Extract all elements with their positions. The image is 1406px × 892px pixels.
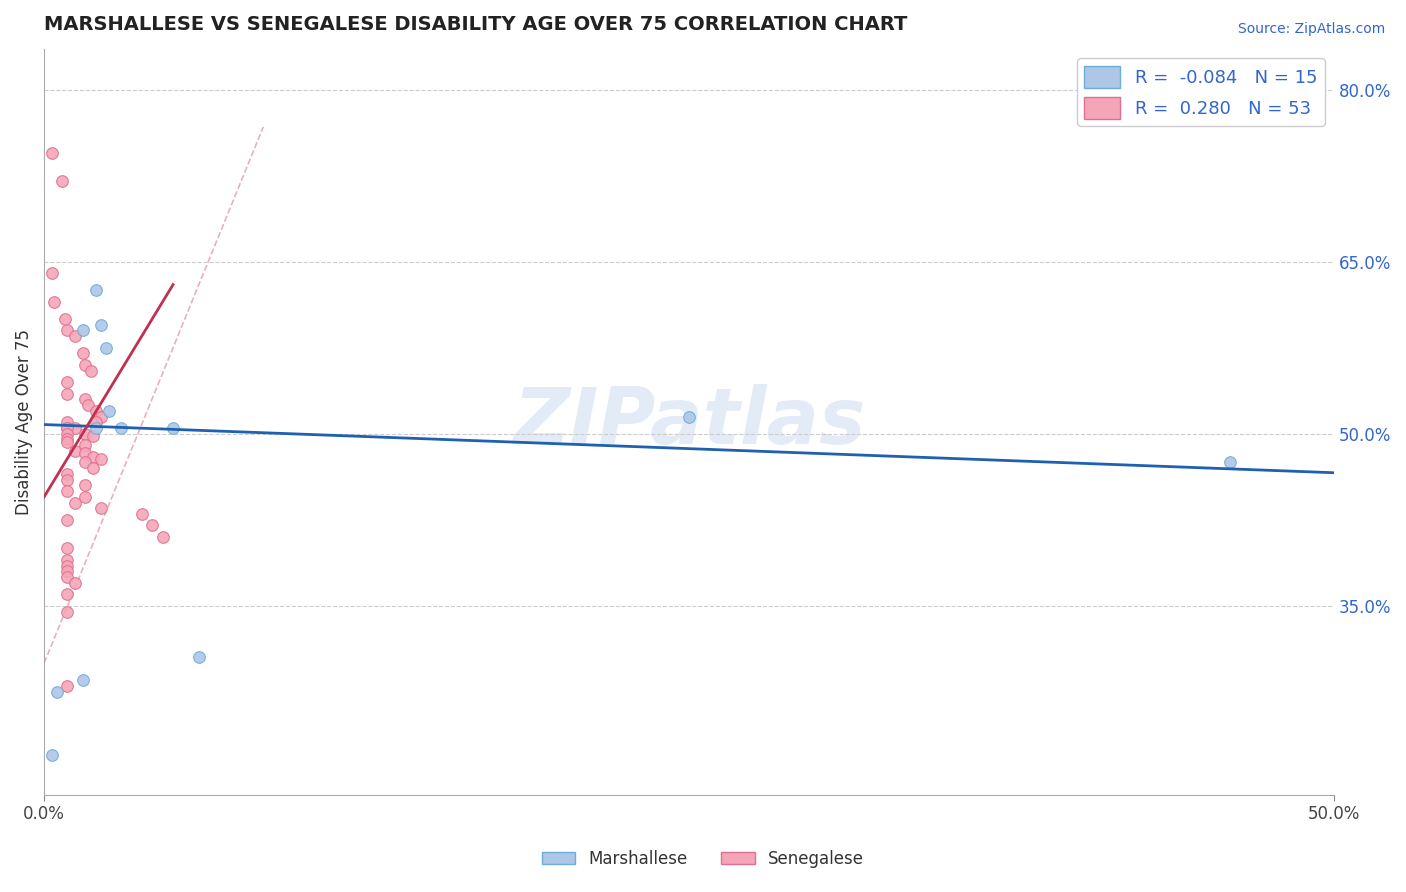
Point: [56, 587, 79, 601]
Point: [56, 541, 79, 556]
Point: [41, 747, 63, 762]
Point: [82, 450, 104, 464]
Point: [63, 421, 86, 435]
Legend: Marshallese, Senegalese: Marshallese, Senegalese: [536, 844, 870, 875]
Point: [56, 513, 79, 527]
Point: [56, 484, 79, 499]
Point: [53, 312, 76, 326]
Point: [44, 294, 66, 309]
Point: [75, 358, 97, 372]
Point: [84, 415, 107, 429]
Point: [82, 461, 104, 475]
Point: [56, 473, 79, 487]
Point: [110, 421, 132, 435]
Point: [56, 375, 79, 389]
Point: [90, 501, 112, 516]
Point: [84, 421, 107, 435]
Point: [41, 266, 63, 280]
Point: [162, 421, 184, 435]
Point: [56, 558, 79, 573]
Point: [63, 575, 86, 590]
Point: [72, 673, 94, 688]
Point: [75, 490, 97, 504]
Point: [56, 467, 79, 481]
Point: [56, 415, 79, 429]
Point: [141, 518, 163, 533]
Point: [51, 174, 73, 188]
Point: [678, 409, 700, 424]
Point: [75, 446, 97, 460]
Point: [82, 429, 104, 443]
Point: [56, 386, 79, 401]
Point: [56, 421, 79, 435]
Point: [75, 478, 97, 492]
Point: [84, 404, 107, 418]
Point: [56, 433, 79, 447]
Text: Source: ZipAtlas.com: Source: ZipAtlas.com: [1237, 22, 1385, 37]
Point: [1219, 455, 1241, 469]
Point: [56, 565, 79, 579]
Point: [187, 650, 209, 665]
Point: [97, 404, 120, 418]
Point: [63, 329, 86, 343]
Point: [84, 283, 107, 297]
Point: [46, 685, 69, 699]
Point: [75, 455, 97, 469]
Point: [56, 570, 79, 584]
Legend: R =  -0.084   N = 15, R =  0.280   N = 53: R = -0.084 N = 15, R = 0.280 N = 53: [1077, 59, 1324, 126]
Point: [79, 364, 101, 378]
Point: [90, 318, 112, 332]
Point: [152, 530, 174, 544]
Point: [63, 444, 86, 458]
Y-axis label: Disability Age Over 75: Disability Age Over 75: [15, 329, 32, 516]
Point: [56, 323, 79, 337]
Point: [56, 679, 79, 693]
Point: [56, 426, 79, 441]
Point: [56, 434, 79, 449]
Point: [41, 145, 63, 160]
Text: ZIPatlas: ZIPatlas: [513, 384, 865, 460]
Text: MARSHALLESE VS SENEGALESE DISABILITY AGE OVER 75 CORRELATION CHART: MARSHALLESE VS SENEGALESE DISABILITY AGE…: [44, 15, 907, 34]
Point: [75, 392, 97, 407]
Point: [90, 452, 112, 467]
Point: [94, 341, 117, 355]
Point: [75, 426, 97, 441]
Point: [72, 323, 94, 337]
Point: [63, 495, 86, 509]
Point: [75, 438, 97, 452]
Point: [90, 409, 112, 424]
Point: [77, 398, 100, 412]
Point: [131, 507, 153, 521]
Point: [56, 553, 79, 567]
Point: [72, 346, 94, 360]
Point: [56, 421, 79, 435]
Point: [56, 605, 79, 619]
